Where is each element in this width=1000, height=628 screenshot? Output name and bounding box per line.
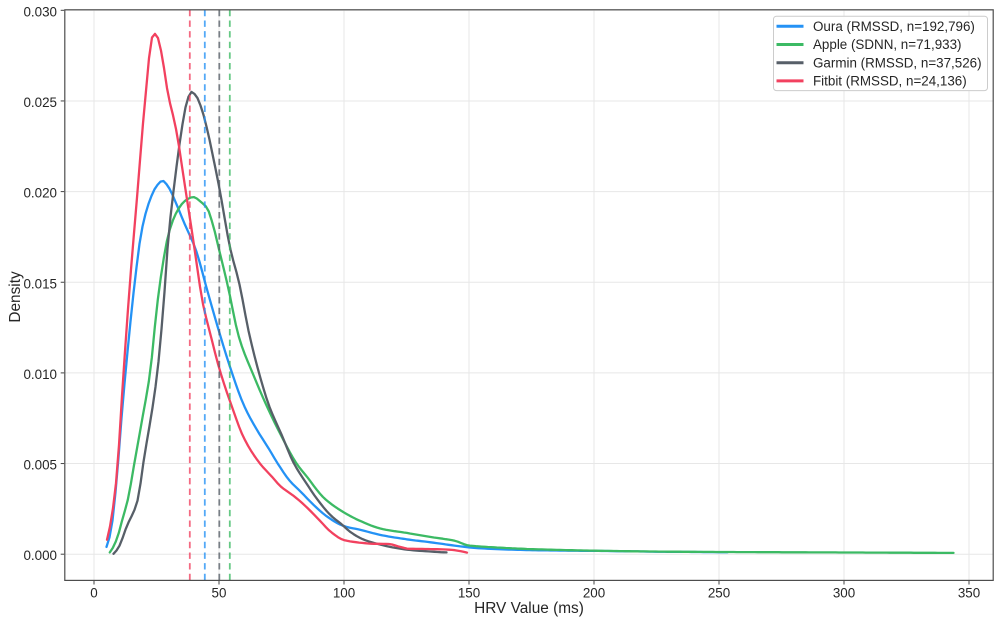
svg-text:0.020: 0.020 bbox=[23, 186, 57, 201]
svg-text:Garmin (RMSSD, n=37,526): Garmin (RMSSD, n=37,526) bbox=[813, 55, 982, 70]
svg-text:Oura (RMSSD, n=192,796): Oura (RMSSD, n=192,796) bbox=[813, 19, 975, 34]
svg-text:250: 250 bbox=[708, 585, 730, 600]
svg-text:0.030: 0.030 bbox=[23, 4, 57, 19]
svg-text:100: 100 bbox=[333, 585, 355, 600]
svg-text:0.025: 0.025 bbox=[23, 95, 57, 110]
svg-text:50: 50 bbox=[212, 585, 227, 600]
svg-text:Density: Density bbox=[7, 271, 24, 323]
svg-text:350: 350 bbox=[958, 585, 980, 600]
svg-text:300: 300 bbox=[833, 585, 855, 600]
svg-text:150: 150 bbox=[458, 585, 480, 600]
svg-text:Apple (SDNN, n=71,933): Apple (SDNN, n=71,933) bbox=[813, 37, 962, 52]
svg-text:0: 0 bbox=[90, 585, 97, 600]
svg-text:0.005: 0.005 bbox=[23, 458, 57, 473]
svg-text:Fitbit (RMSSD, n=24,136): Fitbit (RMSSD, n=24,136) bbox=[813, 74, 967, 89]
svg-text:0.000: 0.000 bbox=[23, 548, 57, 563]
svg-text:200: 200 bbox=[583, 585, 605, 600]
svg-text:HRV Value (ms): HRV Value (ms) bbox=[474, 600, 584, 617]
svg-text:0.010: 0.010 bbox=[23, 367, 57, 382]
svg-text:0.015: 0.015 bbox=[23, 276, 57, 291]
